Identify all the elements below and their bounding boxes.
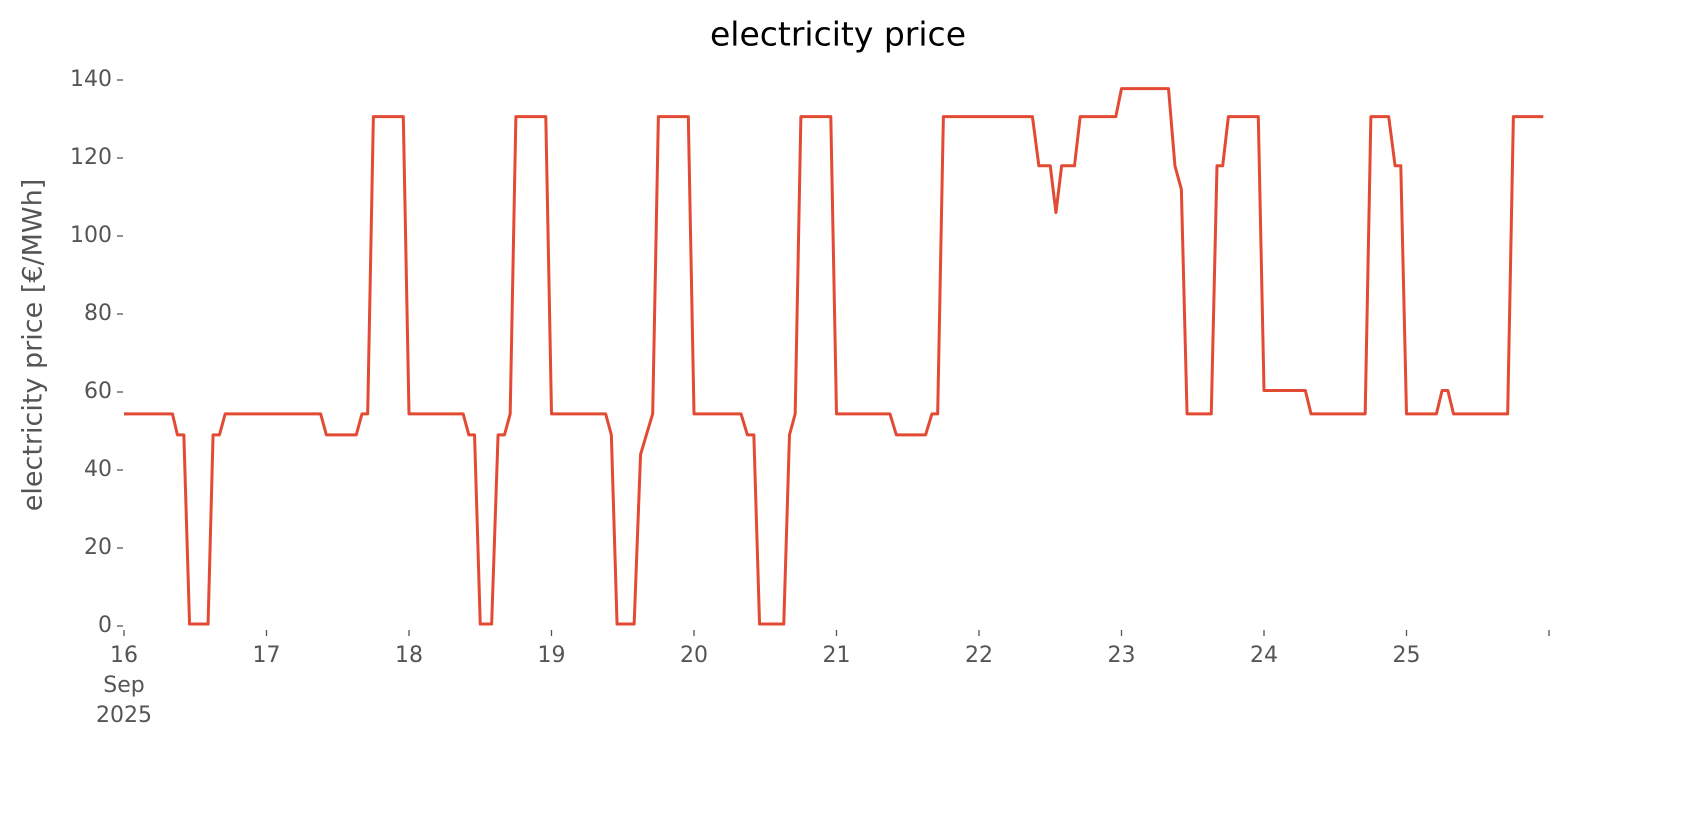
y-axis-label: electricity price [€/MWh] [18, 179, 49, 511]
x-tick-label: 16 Sep 2025 [96, 643, 152, 728]
y-tick-label: 120 [70, 145, 112, 170]
x-tick-label: 25 [1393, 643, 1421, 668]
x-tick-label: 24 [1250, 643, 1278, 668]
y-tick-label: 0 [98, 613, 112, 638]
x-tick-label: 18 [395, 643, 423, 668]
x-tick-label: 21 [823, 643, 851, 668]
x-tick-label: 23 [1108, 643, 1136, 668]
y-tick-label: 100 [70, 223, 112, 248]
x-tick-label: 19 [538, 643, 566, 668]
y-tick-label: 20 [84, 535, 112, 560]
y-tick-label: 140 [70, 67, 112, 92]
x-tick-label: 17 [253, 643, 281, 668]
price-line [124, 87, 1544, 626]
x-tick-label: 20 [680, 643, 708, 668]
y-tick-label: 60 [84, 379, 112, 404]
y-tick-label: 80 [84, 301, 112, 326]
chart-title: electricity price [710, 15, 966, 54]
x-tick-label: 22 [965, 643, 993, 668]
y-tick-label: 40 [84, 457, 112, 482]
